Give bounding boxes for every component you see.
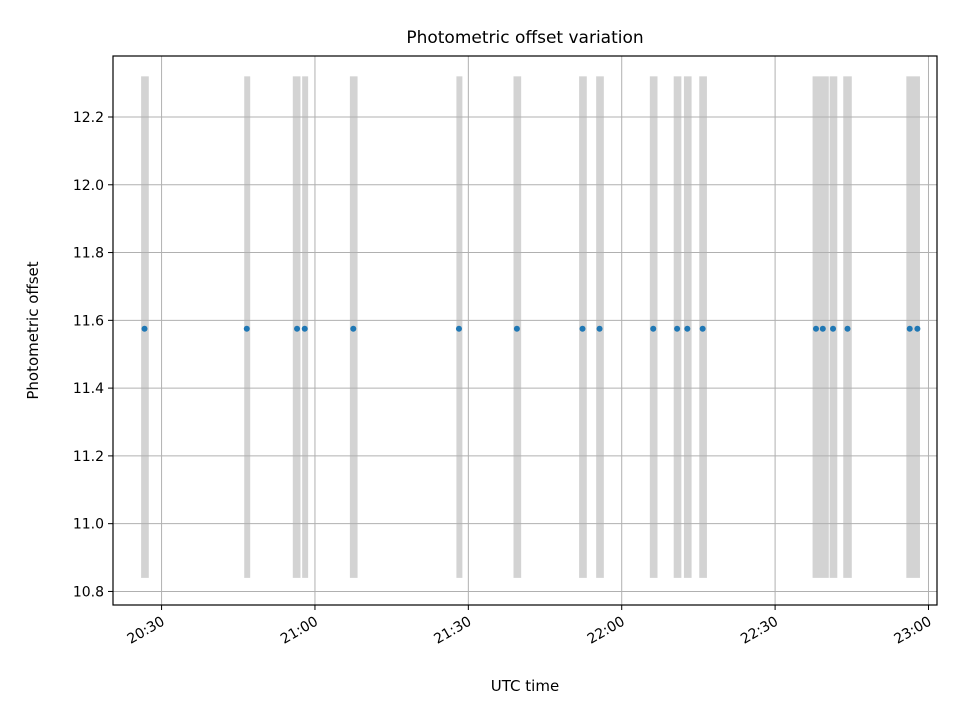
data-point [699, 325, 706, 332]
data-point [844, 325, 851, 332]
data-points [141, 325, 921, 332]
y-tick-label: 12.0 [73, 178, 104, 194]
y-tick-label: 11.8 [73, 246, 104, 262]
data-point [513, 325, 520, 332]
y-tick-label: 11.6 [73, 313, 104, 329]
y-tick-label: 11.4 [73, 381, 104, 397]
y-axis-ticks: 10.8 11.0 11.2 11.4 11.6 11.8 12.0 12.2 [73, 110, 113, 600]
data-point [596, 325, 603, 332]
data-point [579, 325, 586, 332]
plot-frame [112, 55, 938, 606]
data-point [301, 325, 308, 332]
y-tick-label: 11.0 [73, 517, 104, 533]
data-point [684, 325, 691, 332]
data-point [906, 325, 913, 332]
data-point [243, 325, 250, 332]
data-point [141, 325, 148, 332]
y-axis-label: Photometric offset [24, 261, 42, 399]
data-point [812, 325, 819, 332]
chart-title: Photometric offset variation [406, 28, 643, 48]
shaded-band [906, 76, 920, 578]
data-point [294, 325, 301, 332]
y-tick-label: 10.8 [73, 584, 104, 600]
data-point [650, 325, 657, 332]
grid [113, 56, 937, 605]
data-point [455, 325, 462, 332]
x-axis-label: UTC time [491, 677, 559, 695]
data-point [914, 325, 921, 332]
data-point [674, 325, 681, 332]
data-point [350, 325, 357, 332]
y-tick-label: 12.2 [73, 110, 104, 126]
data-point [819, 325, 826, 332]
y-tick-label: 11.2 [73, 449, 104, 465]
data-point [830, 325, 837, 332]
